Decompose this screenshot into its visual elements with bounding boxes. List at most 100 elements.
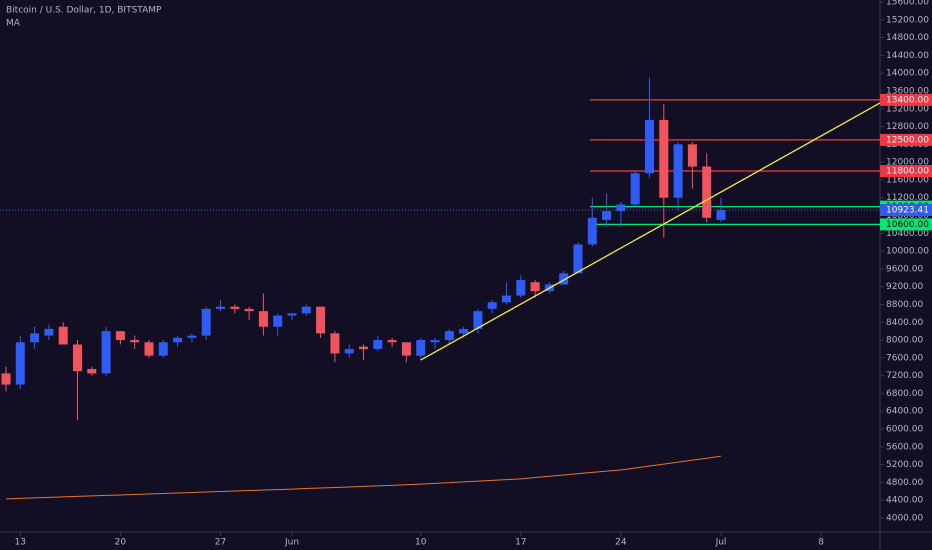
- candle-body: [473, 311, 483, 329]
- candle-body: [602, 211, 612, 220]
- x-tick-label: 20: [115, 538, 127, 548]
- y-tick-label: 12000.00: [886, 158, 929, 168]
- y-tick-label: 14800.00: [886, 33, 929, 43]
- candle-body: [359, 346, 368, 349]
- y-tick-label: 13600.00: [886, 86, 929, 96]
- candle-body: [401, 342, 411, 356]
- candle-body: [587, 217, 597, 245]
- y-tick-label: 8000.00: [886, 336, 923, 346]
- candle-body: [58, 326, 68, 345]
- candle-body: [187, 335, 197, 338]
- y-tick-label: 14000.00: [886, 69, 929, 79]
- candle-body: [230, 306, 240, 309]
- candle-body: [158, 342, 168, 356]
- candle-body: [15, 342, 25, 385]
- x-tick-label: 24: [615, 538, 627, 548]
- x-tick-label: 27: [215, 538, 226, 548]
- y-tick-label: 10400.00: [886, 229, 929, 239]
- level-tag-label: 13400.00: [886, 95, 929, 105]
- candle-body: [616, 204, 626, 212]
- y-tick-label: 14400.00: [886, 51, 929, 61]
- y-tick-label: 6800.00: [886, 389, 923, 399]
- indicator-label: MA: [6, 19, 21, 29]
- y-tick-label: 15200.00: [886, 15, 929, 25]
- y-tick-label: 6000.00: [886, 425, 923, 435]
- y-tick-label: 6400.00: [886, 407, 923, 417]
- chart-title: Bitcoin / U.S. Dollar, 1D, BITSTAMP: [6, 6, 162, 16]
- candle-body: [416, 340, 426, 356]
- level-tag: [880, 133, 932, 146]
- candle-body: [387, 340, 397, 343]
- x-tick-label: Jun: [284, 538, 299, 548]
- level-tag-label: 10600.00: [886, 220, 929, 230]
- y-tick-label: 5200.00: [886, 460, 923, 470]
- y-tick-label: 11200.00: [886, 193, 929, 203]
- candle-body: [87, 368, 97, 374]
- y-tick-label: 7200.00: [886, 371, 923, 381]
- candle-body: [630, 173, 640, 205]
- y-tick-label: 4000.00: [886, 513, 923, 523]
- y-tick-label: 7600.00: [886, 353, 923, 363]
- candle-body: [216, 306, 225, 309]
- candle-body: [702, 166, 712, 218]
- candle-body: [301, 306, 311, 314]
- candle-body: [273, 315, 283, 327]
- y-tick-label: 5600.00: [886, 442, 923, 452]
- candle-body: [287, 313, 297, 316]
- trendline: [420, 102, 881, 361]
- y-tick-label: 8400.00: [886, 318, 923, 328]
- candle-body: [516, 280, 526, 296]
- candle-body: [659, 119, 669, 198]
- candle-body: [173, 337, 183, 343]
- x-tick-label: 17: [515, 538, 526, 548]
- x-tick-label: 8: [818, 538, 824, 548]
- candle-body: [530, 282, 540, 292]
- y-tick-label: 8800.00: [886, 300, 923, 310]
- level-tag: [880, 165, 932, 178]
- candle-body: [344, 348, 354, 354]
- candle-body: [573, 244, 583, 274]
- candle-body: [44, 328, 54, 336]
- candle-body: [373, 340, 383, 349]
- x-tick-label: 10: [415, 538, 427, 548]
- candle-body: [258, 311, 268, 327]
- y-tick-label: 9600.00: [886, 264, 923, 274]
- candle-body: [645, 119, 654, 174]
- candle-body: [444, 331, 454, 341]
- level-tag-label: 12500.00: [886, 135, 929, 145]
- candle-body: [459, 328, 469, 334]
- x-tick-label: Jul: [715, 538, 727, 548]
- candle-body: [673, 144, 683, 198]
- candle-body: [101, 331, 111, 374]
- candle-body: [1, 373, 11, 385]
- y-tick-label: 10000.00: [886, 247, 929, 257]
- x-tick-label: 13: [15, 538, 26, 548]
- y-tick-label: 15600.00: [886, 0, 929, 8]
- level-tag: [880, 218, 932, 231]
- y-tick-label: 4400.00: [886, 496, 923, 506]
- candle-body: [201, 308, 211, 336]
- candle-body: [559, 273, 569, 285]
- y-tick-label: 4800.00: [886, 478, 923, 488]
- y-tick-label: 11600.00: [886, 175, 929, 185]
- y-tick-label: 12800.00: [886, 122, 929, 132]
- last-price-tag: [880, 204, 932, 217]
- candle-body: [430, 340, 440, 343]
- level-tag: [880, 93, 932, 106]
- moving-average-line: [5, 455, 722, 500]
- candle-body: [316, 306, 326, 334]
- candle-body: [487, 302, 497, 309]
- y-tick-label: 13200.00: [886, 104, 929, 114]
- candle-body: [502, 295, 511, 303]
- y-tick-label: 9200.00: [886, 282, 923, 292]
- candle-body: [687, 144, 697, 167]
- candle-body: [73, 344, 82, 372]
- candle-body: [144, 342, 154, 356]
- candle-body: [244, 308, 254, 312]
- candle-body: [716, 210, 726, 220]
- candle-body: [130, 340, 140, 343]
- candle-body: [330, 333, 340, 354]
